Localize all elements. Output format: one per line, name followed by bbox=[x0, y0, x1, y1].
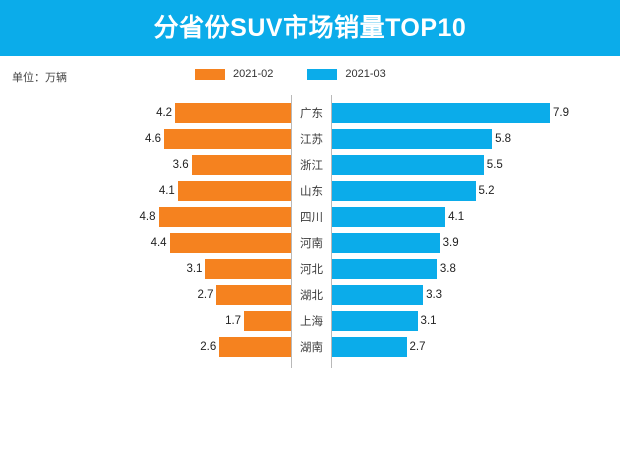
bar-value-right: 3.9 bbox=[442, 237, 459, 249]
bar-value-left: 3.6 bbox=[172, 159, 189, 171]
bar-group-right: 3.8 bbox=[332, 259, 456, 279]
axis-divider-left bbox=[291, 95, 292, 368]
bar-value-right: 4.1 bbox=[448, 211, 465, 223]
bar-group-left: 2.7 bbox=[197, 285, 291, 305]
bar-right[interactable] bbox=[332, 233, 440, 253]
chart-row: 4.1 山东 5.2 bbox=[0, 178, 620, 204]
chart-row: 4.8 四川 4.1 bbox=[0, 204, 620, 230]
bar-value-left: 4.6 bbox=[145, 133, 162, 145]
bar-left[interactable] bbox=[219, 337, 291, 357]
chart-row: 4.6 江苏 5.8 bbox=[0, 126, 620, 152]
bar-value-right: 2.7 bbox=[409, 341, 426, 353]
bar-value-right: 5.2 bbox=[478, 185, 495, 197]
header-underline bbox=[0, 56, 620, 59]
bar-value-left: 2.7 bbox=[197, 289, 214, 301]
unit-label: 单位：万辆 bbox=[12, 72, 67, 84]
category-label: 湖南 bbox=[300, 342, 323, 354]
category-label: 河北 bbox=[300, 264, 323, 276]
bar-group-left: 4.8 bbox=[140, 207, 291, 227]
bar-left[interactable] bbox=[191, 155, 291, 175]
bar-right[interactable] bbox=[332, 311, 418, 331]
chart-plot-area: 4.2 广东 7.9 4.6 江苏 5.8 3.6 浙江 5.5 4.1 山东 5.2 4.8 四川 4.1… bbox=[0, 95, 620, 468]
bar-right[interactable] bbox=[332, 103, 551, 123]
bar-value-left: 1.7 bbox=[225, 315, 242, 327]
legend-label-2021-02: 2021-02 bbox=[233, 68, 274, 80]
bar-left[interactable] bbox=[216, 285, 291, 305]
legend-item-2021-02[interactable]: 2021-02 bbox=[195, 68, 273, 80]
bar-left[interactable] bbox=[169, 233, 291, 253]
bar-value-right: 3.3 bbox=[426, 289, 443, 301]
bar-value-right: 5.5 bbox=[486, 159, 503, 171]
bar-group-right: 5.5 bbox=[332, 155, 503, 175]
bar-value-right: 5.8 bbox=[495, 133, 512, 145]
category-label: 四川 bbox=[300, 212, 323, 224]
bar-left[interactable] bbox=[205, 259, 291, 279]
category-label: 河南 bbox=[300, 238, 323, 250]
category-label: 广东 bbox=[300, 108, 323, 120]
legend-swatch-icon-2021-02 bbox=[195, 68, 225, 80]
bar-group-left: 3.6 bbox=[173, 155, 291, 175]
header-banner: 分省份SUV市场销量TOP10 bbox=[0, 0, 620, 56]
bar-right[interactable] bbox=[332, 285, 424, 305]
bar-right[interactable] bbox=[332, 129, 493, 149]
bar-left[interactable] bbox=[175, 103, 291, 123]
chart-rows: 4.2 广东 7.9 4.6 江苏 5.8 3.6 浙江 5.5 4.1 山东 5.2 4.8 四川 4.1… bbox=[0, 100, 620, 360]
bar-group-left: 4.4 bbox=[151, 233, 291, 253]
bar-left[interactable] bbox=[158, 207, 291, 227]
bar-right[interactable] bbox=[332, 181, 476, 201]
legend-swatch-icon-2021-03 bbox=[307, 68, 338, 80]
page-title: 分省份SUV市场销量TOP10 bbox=[153, 13, 467, 42]
chart-row: 2.7 湖北 3.3 bbox=[0, 282, 620, 308]
bar-group-right: 7.9 bbox=[332, 103, 569, 123]
bar-right[interactable] bbox=[332, 155, 484, 175]
bar-group-left: 3.1 bbox=[186, 259, 291, 279]
bar-group-right: 5.8 bbox=[332, 129, 511, 149]
bar-group-left: 4.1 bbox=[159, 181, 291, 201]
legend-label-2021-03: 2021-03 bbox=[345, 68, 386, 80]
category-label: 湖北 bbox=[300, 290, 323, 302]
bar-group-left: 1.7 bbox=[225, 311, 291, 331]
category-label: 江苏 bbox=[300, 134, 323, 146]
chart-row: 4.2 广东 7.9 bbox=[0, 100, 620, 126]
bar-right[interactable] bbox=[332, 207, 446, 227]
bar-group-right: 5.2 bbox=[332, 181, 495, 201]
chart-row: 1.7 上海 3.1 bbox=[0, 308, 620, 334]
bar-group-right: 3.3 bbox=[332, 285, 442, 305]
bar-group-left: 4.2 bbox=[156, 103, 291, 123]
bar-group-left: 4.6 bbox=[145, 129, 291, 149]
bar-left[interactable] bbox=[244, 311, 291, 331]
chart-legend: 2021-02 2021-03 bbox=[195, 68, 386, 80]
category-label: 上海 bbox=[300, 316, 323, 328]
bar-group-right: 3.9 bbox=[332, 233, 459, 253]
bar-value-left: 3.1 bbox=[186, 263, 203, 275]
bar-value-left: 4.2 bbox=[156, 107, 173, 119]
category-label: 山东 bbox=[300, 186, 323, 198]
bar-value-left: 4.8 bbox=[139, 211, 156, 223]
bar-value-right: 3.1 bbox=[420, 315, 437, 327]
bar-group-right: 4.1 bbox=[332, 207, 464, 227]
chart-row: 4.4 河南 3.9 bbox=[0, 230, 620, 256]
chart-row: 3.1 河北 3.8 bbox=[0, 256, 620, 282]
chart-row: 2.6 湖南 2.7 bbox=[0, 334, 620, 360]
bar-group-left: 2.6 bbox=[200, 337, 291, 357]
bar-value-left: 4.4 bbox=[150, 237, 167, 249]
legend-strip: 单位：万辆 2021-02 2021-03 bbox=[0, 59, 620, 95]
category-label: 浙江 bbox=[300, 160, 323, 172]
legend-item-2021-03[interactable]: 2021-03 bbox=[307, 68, 386, 80]
bar-right[interactable] bbox=[332, 337, 407, 357]
axis-divider-right bbox=[331, 95, 332, 368]
bar-value-right: 3.8 bbox=[439, 263, 456, 275]
bar-group-right: 2.7 bbox=[332, 337, 426, 357]
bar-left[interactable] bbox=[177, 181, 291, 201]
bar-right[interactable] bbox=[332, 259, 437, 279]
bar-value-right: 7.9 bbox=[553, 107, 570, 119]
bar-left[interactable] bbox=[164, 129, 291, 149]
bar-value-left: 2.6 bbox=[200, 341, 217, 353]
chart-row: 3.6 浙江 5.5 bbox=[0, 152, 620, 178]
bar-group-right: 3.1 bbox=[332, 311, 437, 331]
bar-value-left: 4.1 bbox=[158, 185, 175, 197]
